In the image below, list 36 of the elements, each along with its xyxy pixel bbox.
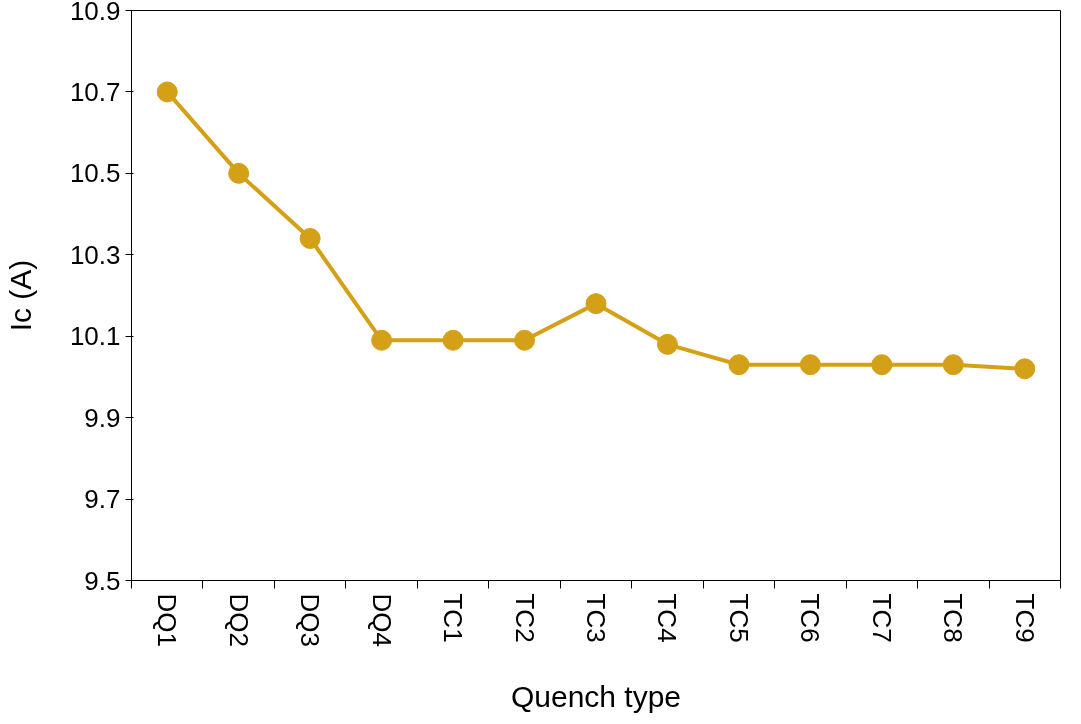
x-tick-label: TC9	[1009, 593, 1040, 643]
x-tick-label: TC7	[866, 593, 897, 643]
point	[871, 354, 893, 376]
x-tick-label: TC1	[438, 593, 469, 643]
point	[585, 293, 607, 315]
point	[1014, 358, 1036, 380]
y-tick-label: 9.7	[84, 484, 121, 515]
y-tick-label: 10.1	[69, 321, 121, 352]
x-tick-label: TC6	[795, 593, 826, 643]
point	[728, 354, 750, 376]
x-tick-label: TC2	[509, 593, 540, 643]
point	[299, 228, 321, 249]
x-axis-title: Quench type	[510, 679, 682, 713]
y-tick-label: 9.5	[84, 565, 121, 596]
point	[656, 333, 678, 355]
point	[514, 329, 536, 351]
point	[156, 81, 178, 103]
y-tick-label: 10.3	[69, 239, 121, 270]
point	[228, 162, 250, 184]
y-tick-label: 10.9	[69, 0, 121, 26]
x-tick-label: TC5	[723, 593, 754, 643]
x-tick-label: DQ4	[366, 593, 397, 647]
y-tick-label: 10.7	[69, 76, 121, 107]
x-tick-label: TC4	[652, 593, 683, 643]
point	[799, 354, 821, 376]
x-tick-label: DQ2	[223, 593, 254, 647]
x-tick-label: DQ3	[295, 593, 326, 647]
point	[371, 329, 393, 351]
point	[942, 354, 964, 376]
y-tick-label: 9.9	[84, 402, 121, 433]
x-tick-label: DQ1	[152, 593, 183, 647]
x-tick-label: TC3	[581, 593, 611, 643]
x-tick-label: TC8	[938, 593, 969, 643]
point	[442, 329, 464, 351]
y-axis-title: Ic (A)	[3, 259, 37, 332]
y-tick-label: 10.5	[69, 158, 121, 189]
